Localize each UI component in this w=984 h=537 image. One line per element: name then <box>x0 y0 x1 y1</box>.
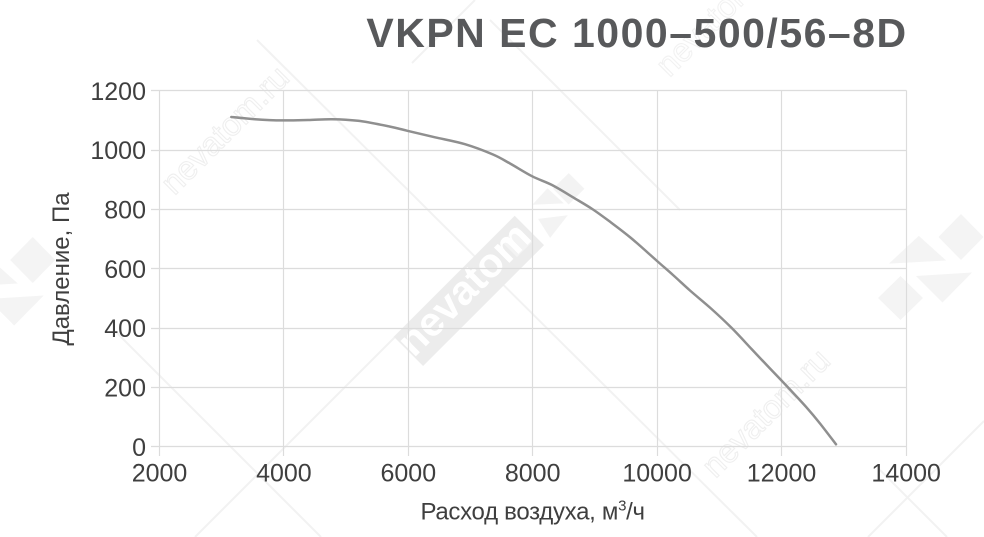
svg-text:Давление, Па: Давление, Па <box>48 192 75 346</box>
svg-text:10000: 10000 <box>622 460 692 488</box>
svg-text:1200: 1200 <box>90 78 146 106</box>
svg-text:400: 400 <box>104 315 146 343</box>
svg-text:14000: 14000 <box>871 460 941 488</box>
svg-text:2000: 2000 <box>132 460 188 488</box>
svg-text:200: 200 <box>104 375 146 403</box>
svg-text:Расход воздуха, м3/ч: Расход воздуха, м3/ч <box>420 498 644 526</box>
svg-text:VKPN EC 1000–500/56–8D: VKPN EC 1000–500/56–8D <box>366 10 907 56</box>
svg-text:1000: 1000 <box>90 137 146 165</box>
svg-text:8000: 8000 <box>505 460 561 488</box>
svg-text:0: 0 <box>132 434 146 462</box>
svg-text:6000: 6000 <box>380 460 436 488</box>
svg-text:800: 800 <box>104 197 146 225</box>
svg-text:12000: 12000 <box>747 460 817 488</box>
svg-text:600: 600 <box>104 256 146 284</box>
svg-text:4000: 4000 <box>256 460 312 488</box>
